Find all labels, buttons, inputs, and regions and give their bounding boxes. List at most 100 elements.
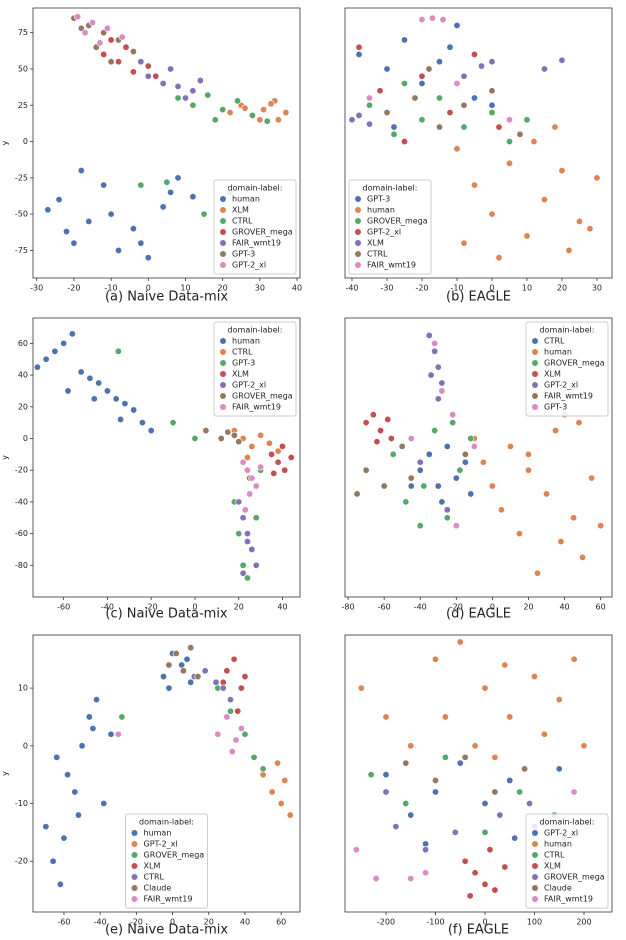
x-tick-label: 40 [559, 603, 569, 612]
point [60, 834, 68, 842]
legend-label: GPT-2_xl [232, 381, 266, 390]
point [268, 450, 276, 458]
point [387, 434, 395, 442]
point [505, 159, 513, 167]
point [434, 395, 442, 403]
legend-label: GROVER_mega [144, 851, 205, 860]
panel: -30 -20 -10 0 10 20 30 40 -75 -50 -25 0 25 50 75 y domai… [1, 7, 302, 305]
point [243, 466, 251, 474]
x-tick-label: 20 [218, 284, 228, 293]
legend-marker [355, 229, 361, 235]
point [137, 181, 145, 189]
point [488, 101, 496, 109]
point [460, 72, 468, 80]
point [62, 228, 70, 236]
caption: (f) EAGLE [448, 923, 509, 938]
point [456, 759, 464, 767]
legend-title: domain-label: [540, 326, 595, 335]
point [540, 65, 548, 73]
point [115, 246, 123, 254]
x-tick-label: 30 [592, 284, 602, 293]
point [287, 453, 295, 461]
y-tick-label: 0 [23, 434, 28, 443]
legend-marker [220, 360, 226, 366]
x-tick-label: 10 [180, 284, 190, 293]
point [357, 684, 365, 692]
point [452, 522, 460, 530]
point [144, 62, 152, 70]
panel: -200 -100 0 100 200 domain-label: GPT-2_xlhuma… [344, 634, 613, 938]
point [479, 458, 487, 466]
point [491, 753, 499, 761]
legend-marker [532, 830, 538, 836]
legend-marker [220, 349, 226, 355]
point [597, 522, 605, 530]
point [167, 188, 175, 196]
point [431, 427, 439, 435]
point [586, 225, 594, 233]
point [467, 490, 475, 498]
x-tick-label: -30 [30, 284, 43, 293]
point [274, 447, 282, 455]
point [248, 111, 256, 119]
point [90, 395, 98, 403]
point [434, 363, 442, 371]
plot-frame [344, 317, 613, 598]
legend-title: domain-label: [139, 818, 194, 827]
point [64, 387, 72, 395]
plot-frame [32, 7, 301, 279]
point [466, 892, 474, 900]
point [118, 713, 126, 721]
legend-box [525, 321, 609, 417]
point [281, 776, 289, 784]
y-tick-label: -10 [15, 799, 28, 808]
point [495, 123, 503, 131]
x-tick-label: -60 [57, 603, 70, 612]
point [540, 730, 548, 738]
point [114, 730, 122, 738]
point [167, 65, 175, 73]
legend-label: human [367, 206, 395, 215]
point [453, 79, 461, 87]
x-tick-label: 200 [576, 918, 591, 927]
point [163, 178, 171, 186]
point [439, 16, 447, 24]
point [453, 145, 461, 153]
point [211, 116, 219, 124]
point [93, 696, 101, 704]
point [470, 181, 478, 189]
point [278, 442, 286, 450]
point [570, 514, 578, 522]
point [70, 239, 78, 247]
legend-marker [532, 404, 538, 410]
point [506, 442, 514, 450]
point [219, 684, 227, 692]
legend-title: domain-label: [228, 326, 283, 335]
point [420, 482, 428, 490]
point [259, 765, 267, 773]
legend-marker [532, 338, 538, 344]
legend-label: GPT-2_xl [544, 381, 578, 390]
x-tick-label: -100 [426, 918, 444, 927]
point [183, 655, 191, 663]
point [74, 13, 82, 21]
legend-label: human [232, 337, 260, 346]
point [382, 788, 390, 796]
point [89, 724, 97, 732]
legend-title: domain-label: [540, 818, 595, 827]
y-tick-label: 20 [18, 402, 28, 411]
legend-label: GROVER_mega [232, 228, 293, 237]
point [425, 65, 433, 73]
legend-label: XLM [367, 239, 384, 248]
point [372, 875, 380, 883]
point [129, 48, 137, 56]
point [431, 347, 439, 355]
point [570, 655, 578, 663]
legend-marker [131, 863, 138, 869]
x-tick-label: 0 [489, 284, 494, 293]
legend-label: FAIR_wmt19 [232, 403, 281, 412]
point [100, 181, 108, 189]
point [443, 514, 451, 522]
x-tick-label: 40 [277, 603, 287, 612]
legend-label: FAIR_wmt19 [544, 895, 593, 904]
